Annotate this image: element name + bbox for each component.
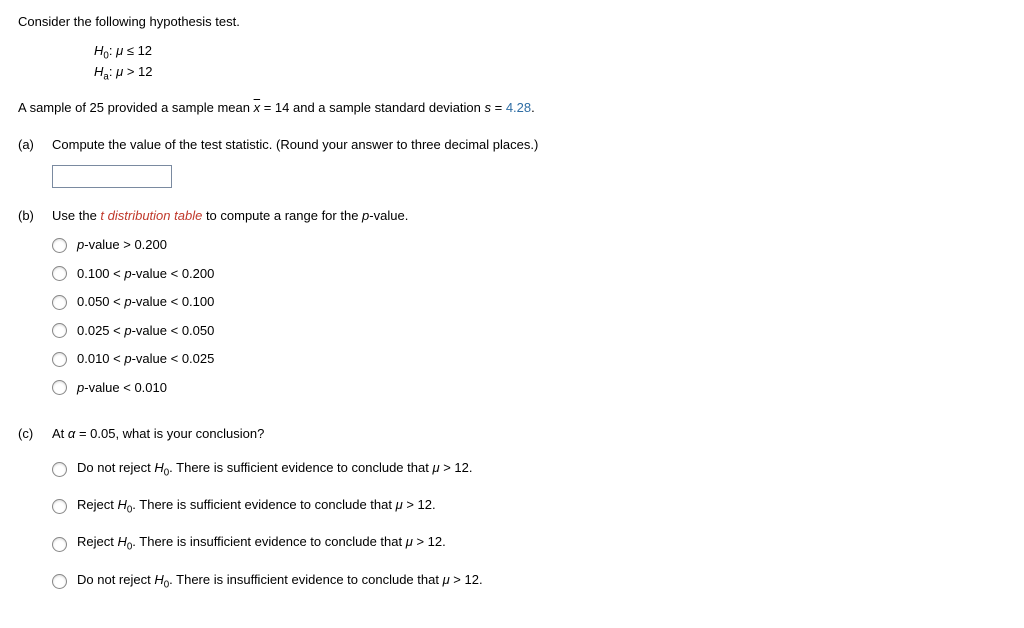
radio-icon[interactable] — [52, 238, 67, 253]
option-label: Reject H0. There is insufficient evidenc… — [77, 532, 446, 555]
null-hypothesis: H0: μ ≤ 12 — [94, 42, 1006, 63]
radio-icon[interactable] — [52, 266, 67, 281]
option-label: Do not reject H0. There is insufficient … — [77, 570, 483, 593]
option-label: 0.025 < p-value < 0.050 — [77, 321, 214, 341]
radio-icon[interactable] — [52, 380, 67, 395]
test-statistic-input[interactable] — [52, 165, 172, 188]
conclusion-option-3[interactable]: Reject H0. There is insufficient evidenc… — [52, 532, 1006, 555]
option-label: Reject H0. There is sufficient evidence … — [77, 495, 436, 518]
option-label: p-value < 0.010 — [77, 378, 167, 398]
part-a-prompt: Compute the value of the test statistic.… — [52, 135, 1006, 155]
pvalue-option-2[interactable]: 0.100 < p-value < 0.200 — [52, 264, 1006, 284]
option-label: p-value > 0.200 — [77, 235, 167, 255]
part-c-label: (c) — [18, 424, 52, 606]
pvalue-option-4[interactable]: 0.025 < p-value < 0.050 — [52, 321, 1006, 341]
radio-icon[interactable] — [52, 574, 67, 589]
option-label: 0.050 < p-value < 0.100 — [77, 292, 214, 312]
option-label: Do not reject H0. There is sufficient ev… — [77, 458, 472, 481]
radio-icon[interactable] — [52, 295, 67, 310]
option-label: 0.100 < p-value < 0.200 — [77, 264, 214, 284]
part-a: (a) Compute the value of the test statis… — [18, 135, 1006, 188]
part-c-prompt: At α = 0.05, what is your conclusion? — [52, 424, 1006, 444]
radio-icon[interactable] — [52, 323, 67, 338]
radio-icon[interactable] — [52, 499, 67, 514]
hypotheses-block: H0: μ ≤ 12 Ha: μ > 12 — [94, 42, 1006, 84]
radio-icon[interactable] — [52, 537, 67, 552]
part-a-label: (a) — [18, 135, 52, 188]
radio-icon[interactable] — [52, 462, 67, 477]
t-table-link[interactable]: t distribution table — [100, 208, 202, 223]
conclusion-option-4[interactable]: Do not reject H0. There is insufficient … — [52, 570, 1006, 593]
conclusion-option-2[interactable]: Reject H0. There is sufficient evidence … — [52, 495, 1006, 518]
part-b-label: (b) — [18, 206, 52, 407]
pvalue-option-3[interactable]: 0.050 < p-value < 0.100 — [52, 292, 1006, 312]
pvalue-option-1[interactable]: p-value > 0.200 — [52, 235, 1006, 255]
part-b-options: p-value > 0.200 0.100 < p-value < 0.200 … — [52, 235, 1006, 397]
intro-text: Consider the following hypothesis test. — [18, 12, 1006, 32]
pvalue-option-6[interactable]: p-value < 0.010 — [52, 378, 1006, 398]
part-b-prompt: Use the t distribution table to compute … — [52, 206, 1006, 226]
part-c: (c) At α = 0.05, what is your conclusion… — [18, 424, 1006, 606]
option-label: 0.010 < p-value < 0.025 — [77, 349, 214, 369]
sample-line: A sample of 25 provided a sample mean x … — [18, 98, 1006, 118]
pvalue-option-5[interactable]: 0.010 < p-value < 0.025 — [52, 349, 1006, 369]
part-c-options: Do not reject H0. There is sufficient ev… — [52, 458, 1006, 593]
conclusion-option-1[interactable]: Do not reject H0. There is sufficient ev… — [52, 458, 1006, 481]
alt-hypothesis: Ha: μ > 12 — [94, 63, 1006, 84]
radio-icon[interactable] — [52, 352, 67, 367]
part-b: (b) Use the t distribution table to comp… — [18, 206, 1006, 407]
